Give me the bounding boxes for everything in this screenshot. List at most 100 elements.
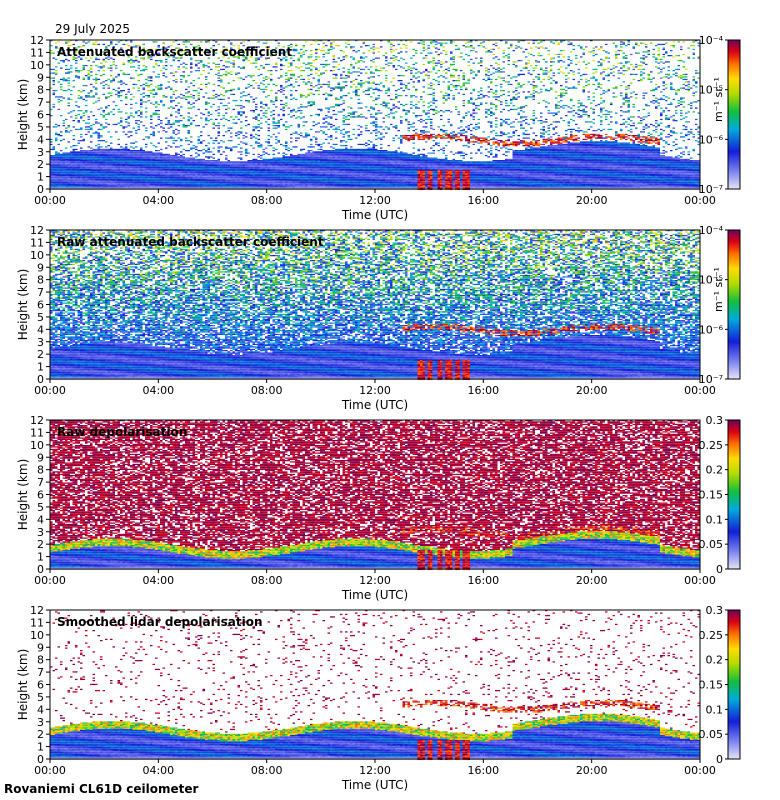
x-tick-label: 16:00: [467, 194, 499, 207]
x-tick-label: 12:00: [359, 384, 391, 397]
colorbar-tick-label: 0.15: [699, 489, 724, 502]
y-tick-label: 6: [37, 679, 44, 692]
y-tick-label: 4: [37, 703, 44, 716]
colorbar-gradient: [728, 230, 740, 379]
y-tick-label: 7: [37, 286, 44, 299]
y-tick-label: 6: [37, 109, 44, 122]
x-tick-label: 04:00: [142, 194, 174, 207]
y-tick-label: 4: [37, 513, 44, 526]
colorbar-tick-label: 0.05: [699, 538, 724, 551]
y-tick-label: 6: [37, 299, 44, 312]
x-tick-label: 16:00: [467, 574, 499, 587]
y-tick-label: 2: [37, 538, 44, 551]
x-tick-label: 08:00: [251, 574, 283, 587]
y-tick-label: 1: [37, 741, 44, 754]
x-tick-label: 12:00: [359, 764, 391, 777]
colorbar-tick-label: 0.1: [706, 513, 724, 526]
y-tick-label: 6: [37, 489, 44, 502]
x-tick-label: 08:00: [251, 384, 283, 397]
x-axis-label: Time (UTC): [341, 778, 408, 792]
colorbar-unit-label: m⁻¹ sr⁻¹: [712, 267, 725, 312]
colorbar-tick-label: 0.3: [706, 604, 724, 617]
y-tick-label: 5: [37, 691, 44, 704]
colorbar-tick-label: 10⁻⁶: [699, 323, 724, 336]
y-tick-label: 1: [37, 171, 44, 184]
x-tick-label: 04:00: [142, 574, 174, 587]
colorbar-tick-label: 0.25: [699, 629, 724, 642]
y-tick-label: 10: [30, 59, 44, 72]
x-tick-label: 16:00: [467, 764, 499, 777]
y-tick-label: 3: [37, 146, 44, 159]
colorbar-tick-label: 0.25: [699, 439, 724, 452]
y-tick-label: 1: [37, 361, 44, 374]
x-tick-label: 00:00: [34, 384, 66, 397]
x-tick-label: 00:00: [684, 574, 716, 587]
y-tick-label: 5: [37, 501, 44, 514]
x-tick-label: 20:00: [576, 194, 608, 207]
heatmap-field: [50, 420, 700, 570]
y-axis-label: Height (km): [16, 79, 30, 150]
y-tick-label: 2: [37, 158, 44, 171]
x-axis-label: Time (UTC): [341, 398, 408, 412]
y-axis-label: Height (km): [16, 649, 30, 720]
x-tick-label: 08:00: [251, 764, 283, 777]
x-tick-label: 12:00: [359, 194, 391, 207]
x-tick-label: 16:00: [467, 384, 499, 397]
colorbar: 10⁻⁴10⁻⁵10⁻⁶10⁻⁷m⁻¹ sr⁻¹: [699, 34, 740, 196]
y-tick-label: 11: [30, 46, 44, 59]
colorbar-tick-label: 10⁻⁷: [699, 373, 723, 386]
colorbar-tick-label: 0.2: [706, 654, 724, 667]
panel-title: Raw attenuated backscatter coefficient: [57, 235, 324, 249]
y-tick-label: 10: [30, 439, 44, 452]
y-tick-label: 9: [37, 641, 44, 654]
y-tick-label: 10: [30, 629, 44, 642]
y-tick-label: 9: [37, 261, 44, 274]
y-tick-label: 11: [30, 426, 44, 439]
colorbar-tick-label: 10⁻⁷: [699, 183, 723, 196]
x-axis-label: Time (UTC): [341, 208, 408, 222]
y-axis-label: Height (km): [16, 269, 30, 340]
y-tick-label: 4: [37, 323, 44, 336]
y-tick-label: 5: [37, 311, 44, 324]
colorbar: 10⁻⁴10⁻⁵10⁻⁶10⁻⁷m⁻¹ sr⁻¹: [699, 224, 740, 386]
y-tick-label: 9: [37, 451, 44, 464]
x-tick-label: 20:00: [576, 764, 608, 777]
heatmap-field: [50, 610, 700, 760]
colorbar-tick-label: 10⁻⁴: [699, 224, 724, 237]
colorbar-tick-label: 0: [716, 753, 723, 766]
y-tick-label: 12: [30, 34, 44, 47]
y-tick-label: 12: [30, 604, 44, 617]
y-tick-label: 2: [37, 728, 44, 741]
y-tick-label: 10: [30, 249, 44, 262]
y-tick-label: 7: [37, 476, 44, 489]
x-tick-label: 20:00: [576, 574, 608, 587]
x-tick-label: 00:00: [34, 764, 66, 777]
colorbar-tick-label: 0.15: [699, 679, 724, 692]
station-label: Rovaniemi CL61D ceilometer: [4, 782, 199, 796]
colorbar-gradient: [728, 420, 740, 569]
x-tick-label: 12:00: [359, 574, 391, 587]
y-tick-label: 1: [37, 551, 44, 564]
colorbar-tick-label: 10⁻⁴: [699, 34, 724, 47]
y-tick-label: 2: [37, 348, 44, 361]
y-tick-label: 7: [37, 96, 44, 109]
colorbar-gradient: [728, 40, 740, 189]
y-tick-label: 12: [30, 414, 44, 427]
colorbar-tick-label: 0.1: [706, 703, 724, 716]
y-tick-label: 8: [37, 274, 44, 287]
colorbar-tick-label: 10⁻⁶: [699, 133, 724, 146]
x-tick-label: 04:00: [142, 384, 174, 397]
colorbar-unit-label: m⁻¹ sr⁻¹: [712, 77, 725, 122]
colorbar-tick-label: 0: [716, 563, 723, 576]
x-tick-label: 00:00: [34, 194, 66, 207]
y-tick-label: 4: [37, 133, 44, 146]
y-tick-label: 9: [37, 71, 44, 84]
y-tick-label: 8: [37, 84, 44, 97]
y-tick-label: 12: [30, 224, 44, 237]
